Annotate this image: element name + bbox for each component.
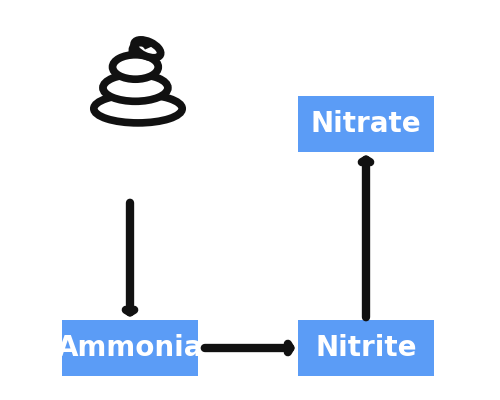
Ellipse shape — [112, 55, 158, 79]
Text: Nitrate: Nitrate — [310, 110, 422, 138]
Ellipse shape — [94, 94, 182, 123]
FancyBboxPatch shape — [298, 320, 434, 376]
Ellipse shape — [134, 40, 160, 58]
FancyBboxPatch shape — [62, 320, 198, 376]
Ellipse shape — [103, 74, 168, 101]
FancyBboxPatch shape — [298, 96, 434, 152]
Text: Nitrite: Nitrite — [316, 334, 417, 362]
Text: Ammonia: Ammonia — [57, 334, 203, 362]
